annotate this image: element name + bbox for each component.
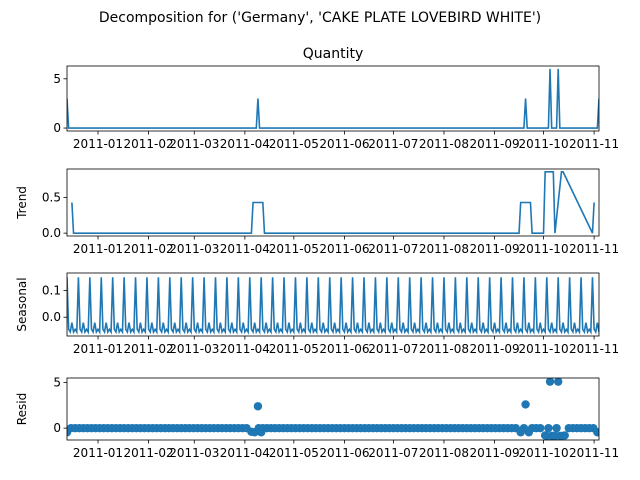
resid-xtick-label: 2011-04 [220,446,270,460]
trend-xtick-label: 2011-01 [73,242,123,256]
resid-plot-area [67,378,599,440]
trend-xtick-label: 2011-10 [518,242,568,256]
quantity-xtick-label: 2011-11 [569,137,619,151]
seasonal-xtick-label: 2011-04 [220,342,270,356]
trend-xtick-label: 2011-07 [368,242,418,256]
resid-point [67,428,72,437]
resid-point [560,431,569,440]
quantity-xtick-label: 2011-09 [469,137,519,151]
seasonal-xtick-label: 2011-08 [419,342,469,356]
resid-ytick-label: 5 [53,376,61,390]
seasonal-series-line [67,277,599,335]
seasonal-ytick-label: 0.0 [42,310,61,324]
resid-xtick-label: 2011-09 [469,446,519,460]
trend-ytick-label: 0.5 [42,191,61,205]
resid-xtick-label: 2011-07 [368,446,418,460]
resid-xtick-label: 2011-08 [419,446,469,460]
resid-xtick-label: 2011-01 [73,446,123,460]
seasonal-xtick-label: 2011-06 [319,342,369,356]
resid-ytick-label: 0 [53,421,61,435]
resid-xtick-label: 2011-05 [269,446,319,460]
seasonal-xtick-label: 2011-11 [569,342,619,356]
resid-point [253,402,263,411]
resid-axes-frame [66,377,600,441]
quantity-ytick-label: 5 [53,72,61,86]
quantity-plot-area [67,68,599,129]
seasonal-xtick-label: 2011-07 [368,342,418,356]
resid-point [256,428,266,437]
resid-xtick-label: 2011-03 [169,446,219,460]
trend-plot-area [71,171,595,234]
seasonal-xtick-label: 2011-03 [169,342,219,356]
quantity-xtick-label: 2011-05 [269,137,319,151]
trend-xtick-label: 2011-11 [569,242,619,256]
trend-xtick-label: 2011-04 [220,242,270,256]
quantity-xtick-label: 2011-07 [368,137,418,151]
trend-xtick-label: 2011-02 [124,242,174,256]
resid-point [521,400,530,409]
seasonal-xtick-label: 2011-09 [469,342,519,356]
seasonal-plot-area [67,277,599,335]
seasonal-xtick-label: 2011-05 [269,342,319,356]
quantity-xtick-label: 2011-10 [518,137,568,151]
quantity-xtick-label: 2011-04 [220,137,270,151]
trend-xtick-label: 2011-09 [469,242,519,256]
resid-point [524,428,534,437]
seasonal-ylabel: Seasonal [15,277,29,331]
quantity-xtick-label: 2011-06 [319,137,369,151]
quantity-xtick-label: 2011-08 [419,137,469,151]
seasonal-xtick-label: 2011-01 [73,342,123,356]
quantity-xtick-label: 2011-02 [124,137,174,151]
resid-point [516,428,525,437]
resid-point [250,428,259,437]
seasonal-xtick-label: 2011-10 [518,342,568,356]
resid-ylabel: Resid [15,393,29,425]
trend-ylabel: Trend [15,186,29,220]
quantity-panel-title: Quantity [303,46,364,62]
trend-xtick-label: 2011-08 [419,242,469,256]
trend-axes-frame [66,168,600,237]
resid-point [544,423,553,433]
resid-point [545,378,555,386]
trend-ytick-label: 0.0 [42,226,61,240]
figure-suptitle: Decomposition for ('Germany', 'CAKE PLAT… [99,10,541,26]
quantity-axes-frame [66,65,600,132]
trend-series-line [71,171,595,234]
resid-point [554,378,563,386]
trend-xtick-label: 2011-06 [319,242,369,256]
resid-xtick-label: 2011-11 [569,446,619,460]
resid-point [552,423,561,433]
quantity-xtick-label: 2011-01 [73,137,123,151]
seasonal-axes-frame [66,272,600,337]
resid-point [536,423,545,433]
resid-point [593,428,599,437]
resid-xtick-label: 2011-06 [319,446,369,460]
quantity-series-line [67,68,599,129]
seasonal-xtick-label: 2011-02 [124,342,174,356]
resid-xtick-label: 2011-02 [124,446,174,460]
seasonal-ytick-label: 0.1 [42,283,61,297]
quantity-xtick-label: 2011-03 [169,137,219,151]
resid-xtick-label: 2011-10 [518,446,568,460]
quantity-ytick-label: 0 [53,121,61,135]
trend-xtick-label: 2011-03 [169,242,219,256]
trend-xtick-label: 2011-05 [269,242,319,256]
